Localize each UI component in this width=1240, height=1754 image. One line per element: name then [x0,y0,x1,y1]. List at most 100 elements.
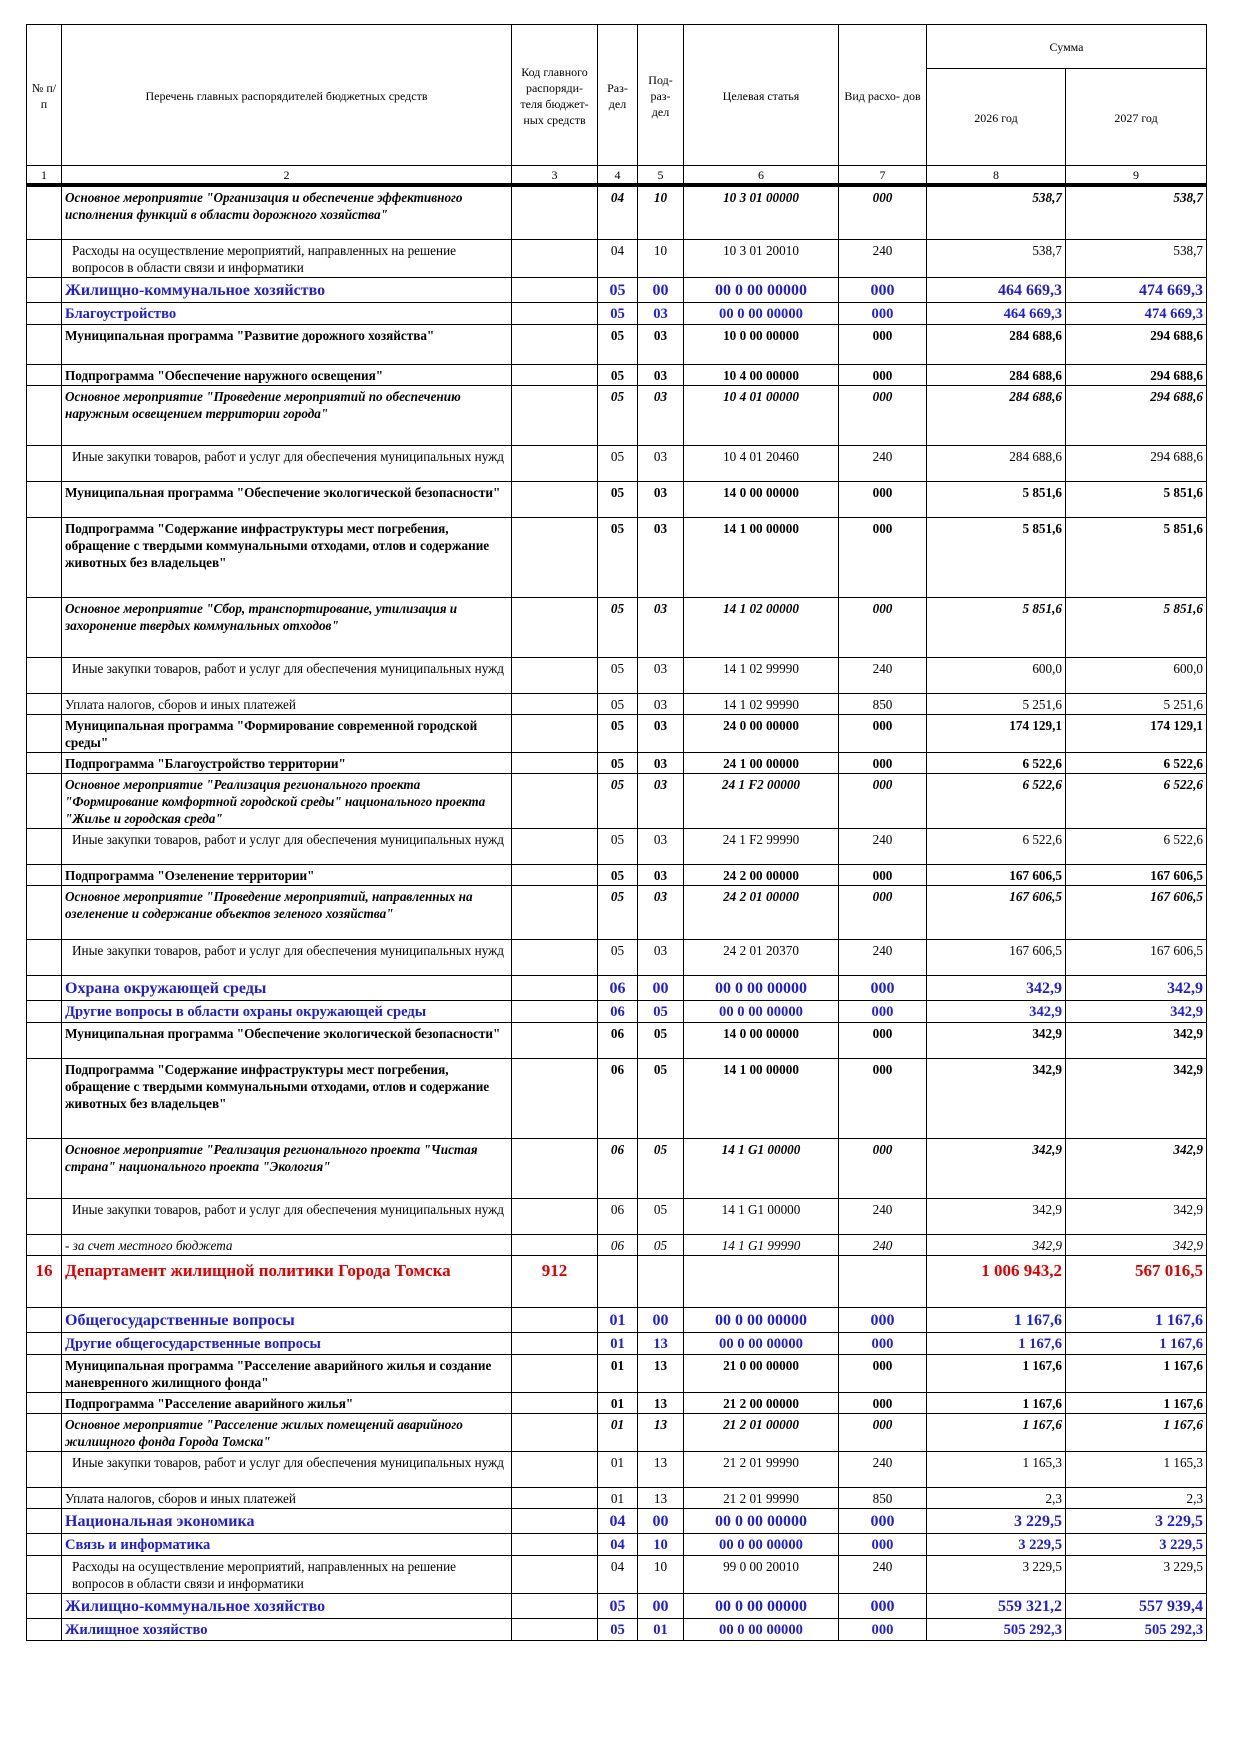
row-expense-type: 000 [838,884,927,940]
row-expense-type: 240 [838,444,927,482]
row-sum-2027: 1 167,6 [1064,1412,1208,1452]
row-number [26,656,62,694]
row-expense-type: 240 [838,238,927,278]
table-header: № п/п Перечень главных распорядителей бю… [26,24,1208,187]
row-section: 05 [597,1617,638,1641]
row-name: Подпрограмма "Расселение аварийного жиль… [61,1391,512,1414]
row-sum-2026: 342,9 [926,974,1066,1001]
row-sum-2027: 6 522,6 [1064,772,1208,829]
budget-table-sheet: № п/п Перечень главных распорядителей бю… [26,24,1208,1641]
row-number [26,884,62,940]
row-sum-2026: 342,9 [926,1197,1066,1235]
row-subsection: 13 [637,1331,684,1355]
row-target-article: 14 1 G1 00000 [683,1137,839,1199]
row-admin-code [511,713,598,753]
row-admin-code [511,301,598,325]
row-target-article: 24 1 00 00000 [683,751,839,774]
row-sum-2027: 342,9 [1064,974,1208,1001]
col-exp-type-header: Вид расхо- дов [838,24,927,166]
row-number [26,999,62,1023]
table-row: Подпрограмма "Озеленение территории" 05 03… [26,863,1208,886]
row-sum-2027: 1 167,6 [1064,1391,1208,1414]
col-number: 1 [26,165,62,187]
row-expense-type: 000 [838,1592,927,1619]
table-row: Благоустройство 05 03 00 0 00 00000 000 464 6… [26,301,1208,325]
table-row: Муниципальная программа "Обеспечение эко… [26,1021,1208,1059]
row-name: Другие вопросы в области охраны окружающ… [61,999,512,1023]
row-sum-2026: 464 669,3 [926,301,1066,325]
row-target-article: 00 0 00 00000 [683,974,839,1001]
row-name: Основное мероприятие "Проведение меропри… [61,884,512,940]
table-row: Национальная экономика 04 00 00 0 00 00000 0… [26,1507,1208,1534]
row-section: 05 [597,827,638,865]
row-number [26,184,62,240]
row-expense-type: 000 [838,301,927,325]
row-admin-code [511,1057,598,1139]
row-sum-2026: 1 167,6 [926,1353,1066,1393]
row-name: Иные закупки товаров, работ и услуг для … [61,827,512,865]
row-sum-2027: 474 669,3 [1064,276,1208,303]
row-number [26,1412,62,1452]
row-expense-type: 000 [838,596,927,658]
row-name: Уплата налогов, сборов и иных платежей [61,692,512,715]
row-sum-2027: 2,3 [1064,1486,1208,1509]
row-expense-type: 000 [838,713,927,753]
row-subsection: 03 [637,751,684,774]
row-sum-2027: 3 229,5 [1064,1554,1208,1594]
row-section: 04 [597,1532,638,1556]
row-target-article: 14 1 02 99990 [683,656,839,694]
table-row: Другие общегосударственные вопросы 01 13 00… [26,1331,1208,1355]
row-target-article: 24 0 00 00000 [683,713,839,753]
row-expense-type: 000 [838,184,927,240]
col-subsection-header: Под- раз- дел [637,24,684,166]
row-subsection: 05 [637,1233,684,1256]
row-admin-code [511,1331,598,1355]
row-number [26,1507,62,1534]
row-name: Расходы на осуществление мероприятий, на… [61,1554,512,1594]
row-subsection: 03 [637,516,684,598]
row-subsection: 05 [637,1197,684,1235]
col-no-header: № п/п [26,24,62,166]
row-target-article: 14 1 02 00000 [683,596,839,658]
row-subsection: 05 [637,1137,684,1199]
col-code-header: Код главного распоряди- теля бюджет- ных… [511,24,598,166]
row-section: 05 [597,480,638,518]
row-target-article: 00 0 00 00000 [683,999,839,1023]
row-admin-code [511,1233,598,1256]
table-row: Подпрограмма "Благоустройство территории… [26,751,1208,774]
row-sum-2027: 557 939,4 [1064,1592,1208,1619]
row-target-article: 21 2 01 00000 [683,1412,839,1452]
row-target-article: 14 1 G1 99990 [683,1233,839,1256]
row-section: 04 [597,1507,638,1534]
row-admin-code [511,1450,598,1488]
row-admin-code [511,1391,598,1414]
row-admin-code [511,276,598,303]
row-section: 05 [597,444,638,482]
row-sum-2027: 1 165,3 [1064,1450,1208,1488]
row-name: Муниципальная программа "Развитие дорожн… [61,323,512,365]
row-expense-type: 240 [838,1233,927,1256]
table-row: Иные закупки товаров, работ и услуг для … [26,1197,1208,1235]
row-section: 04 [597,1554,638,1594]
table-row: Подпрограмма "Содержание инфраструктуры … [26,516,1208,598]
row-sum-2027: 342,9 [1064,1197,1208,1235]
row-section: 05 [597,884,638,940]
table-row: Подпрограмма "Расселение аварийного жиль… [26,1391,1208,1414]
row-subsection: 00 [637,1507,684,1534]
row-admin-code [511,323,598,365]
row-admin-code [511,999,598,1023]
row-subsection: 13 [637,1412,684,1452]
row-sum-2027: 3 229,5 [1064,1532,1208,1556]
row-sum-2027: 5 851,6 [1064,480,1208,518]
row-admin-code [511,751,598,774]
row-number [26,1450,62,1488]
row-number [26,323,62,365]
row-sum-2026: 3 229,5 [926,1554,1066,1594]
row-name: Общегосударственные вопросы [61,1306,512,1333]
row-number [26,1331,62,1355]
row-target-article: 00 0 00 00000 [683,276,839,303]
row-name: Муниципальная программа "Обеспечение эко… [61,480,512,518]
row-subsection: 03 [637,656,684,694]
row-expense-type: 000 [838,323,927,365]
row-subsection: 00 [637,1592,684,1619]
